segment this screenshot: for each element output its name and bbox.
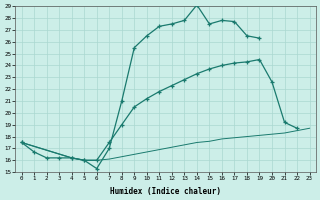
X-axis label: Humidex (Indice chaleur): Humidex (Indice chaleur): [110, 187, 221, 196]
